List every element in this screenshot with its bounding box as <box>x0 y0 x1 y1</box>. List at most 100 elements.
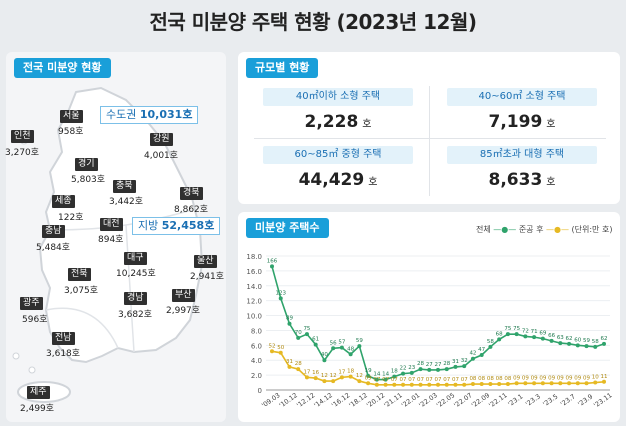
data-point <box>270 349 274 354</box>
data-label: 28 <box>443 361 450 367</box>
region-value: 596호 <box>22 315 48 325</box>
data-point <box>348 374 353 379</box>
data-point <box>575 343 580 348</box>
data-label: 09 <box>566 375 573 381</box>
capital-label: 수도권 <box>106 108 137 121</box>
y-tick-label: 2.0 <box>251 372 262 380</box>
data-label: 07 <box>391 377 398 383</box>
size-cell-value: 7,199 <box>488 112 543 132</box>
data-point <box>505 332 510 337</box>
data-label: 18 <box>391 369 398 375</box>
y-tick-label: 0 <box>258 387 262 395</box>
region-value: 894호 <box>98 235 124 245</box>
size-cell: 40㎡이하 소형 주택 2,228 호 <box>254 88 422 138</box>
data-label: 66 <box>548 333 555 339</box>
data-point <box>401 371 406 376</box>
data-label: 14 <box>382 372 389 378</box>
data-point <box>488 382 493 387</box>
data-label: 09 <box>513 375 520 381</box>
local-label: 지방 <box>138 219 159 232</box>
y-tick-label: 16.0 <box>246 268 262 276</box>
x-tick-label: '23.11 <box>592 391 613 409</box>
data-point <box>322 358 327 363</box>
data-label: 17 <box>338 369 345 375</box>
data-point <box>523 381 528 386</box>
data-point <box>392 382 397 387</box>
data-label: 61 <box>312 337 319 343</box>
region-label: 강원 <box>150 133 173 146</box>
data-label: 75 <box>504 326 511 332</box>
data-label: 32 <box>461 358 468 364</box>
chart-panel: 미분양 주택수 전체 —●— 준공 후 —●— (단위:만 호) 0 2.0 4.0… <box>238 212 620 422</box>
data-label: 72 <box>522 328 529 334</box>
data-label: 62 <box>566 336 573 342</box>
size-cell-label: 60~85㎡ 중형 주택 <box>263 146 413 164</box>
region-label: 경남 <box>124 292 147 305</box>
data-point <box>278 350 283 355</box>
data-label: 59 <box>356 338 363 344</box>
data-label: 71 <box>531 329 538 335</box>
data-point <box>409 370 414 375</box>
data-point <box>444 382 449 387</box>
data-label: 09 <box>583 375 590 381</box>
data-label: 68 <box>496 331 503 337</box>
capital-value: 10,031호 <box>139 108 193 121</box>
legend-total-swatch: —●— <box>493 225 517 234</box>
data-point <box>313 376 318 381</box>
data-point <box>593 344 598 349</box>
region-value: 958호 <box>58 127 84 137</box>
region-value: 2,997호 <box>166 306 201 316</box>
data-point <box>549 381 554 386</box>
data-point <box>366 381 371 386</box>
region-value: 3,618호 <box>46 349 81 359</box>
data-point <box>558 381 563 386</box>
data-point <box>348 352 353 357</box>
size-cell-label: 40~60㎡ 소형 주택 <box>447 88 597 106</box>
x-tick-label: '16.12 <box>330 391 351 409</box>
data-label: 08 <box>504 376 511 382</box>
data-point <box>470 356 475 361</box>
y-tick-label: 14.0 <box>246 283 262 291</box>
y-tick-label: 10.0 <box>246 313 262 321</box>
data-label: 48 <box>347 346 354 352</box>
local-value: 52,458호 <box>161 219 215 232</box>
size-cell-unit: 호 <box>546 177 556 188</box>
data-label: 07 <box>443 377 450 383</box>
data-point <box>514 381 519 386</box>
data-label: 11 <box>601 374 608 380</box>
data-point <box>514 332 519 337</box>
data-point <box>436 367 440 372</box>
data-label: 28 <box>417 361 424 367</box>
data-label: 12 <box>356 373 363 379</box>
region-value: 2,941호 <box>190 272 225 282</box>
data-label: 08 <box>496 376 503 382</box>
data-label: 75 <box>303 326 310 332</box>
region-label: 충남 <box>42 225 65 238</box>
data-label: 09 <box>548 375 555 381</box>
region-label: 경북 <box>180 187 203 200</box>
data-point <box>383 382 388 387</box>
size-divider-h <box>254 138 606 139</box>
data-point <box>304 375 309 380</box>
data-label: 22 <box>400 366 407 372</box>
data-point <box>287 364 292 369</box>
region-value: 4,001호 <box>144 151 179 161</box>
data-label: 40 <box>321 352 328 358</box>
region-label: 전남 <box>52 332 75 345</box>
region-label: 광주 <box>20 297 43 310</box>
data-point <box>401 382 406 387</box>
chart-legend: 전체 —●— 준공 후 —●— (단위:만 호) <box>476 224 612 235</box>
data-point <box>339 345 344 350</box>
size-cell-value: 44,429 <box>298 170 365 190</box>
size-cell-unit: 호 <box>362 119 372 130</box>
x-tick-label: '20.12 <box>365 391 386 409</box>
data-point <box>427 382 432 387</box>
x-tick-label: '22.03 <box>417 391 438 409</box>
legend-after-swatch: —●— <box>545 225 569 234</box>
data-label: 23 <box>408 365 415 371</box>
data-point <box>470 382 475 387</box>
x-tick-label: '12.12 <box>295 391 316 409</box>
data-point <box>575 381 580 386</box>
x-tick-label: '23.7 <box>559 392 577 408</box>
data-label: 09 <box>539 375 546 381</box>
